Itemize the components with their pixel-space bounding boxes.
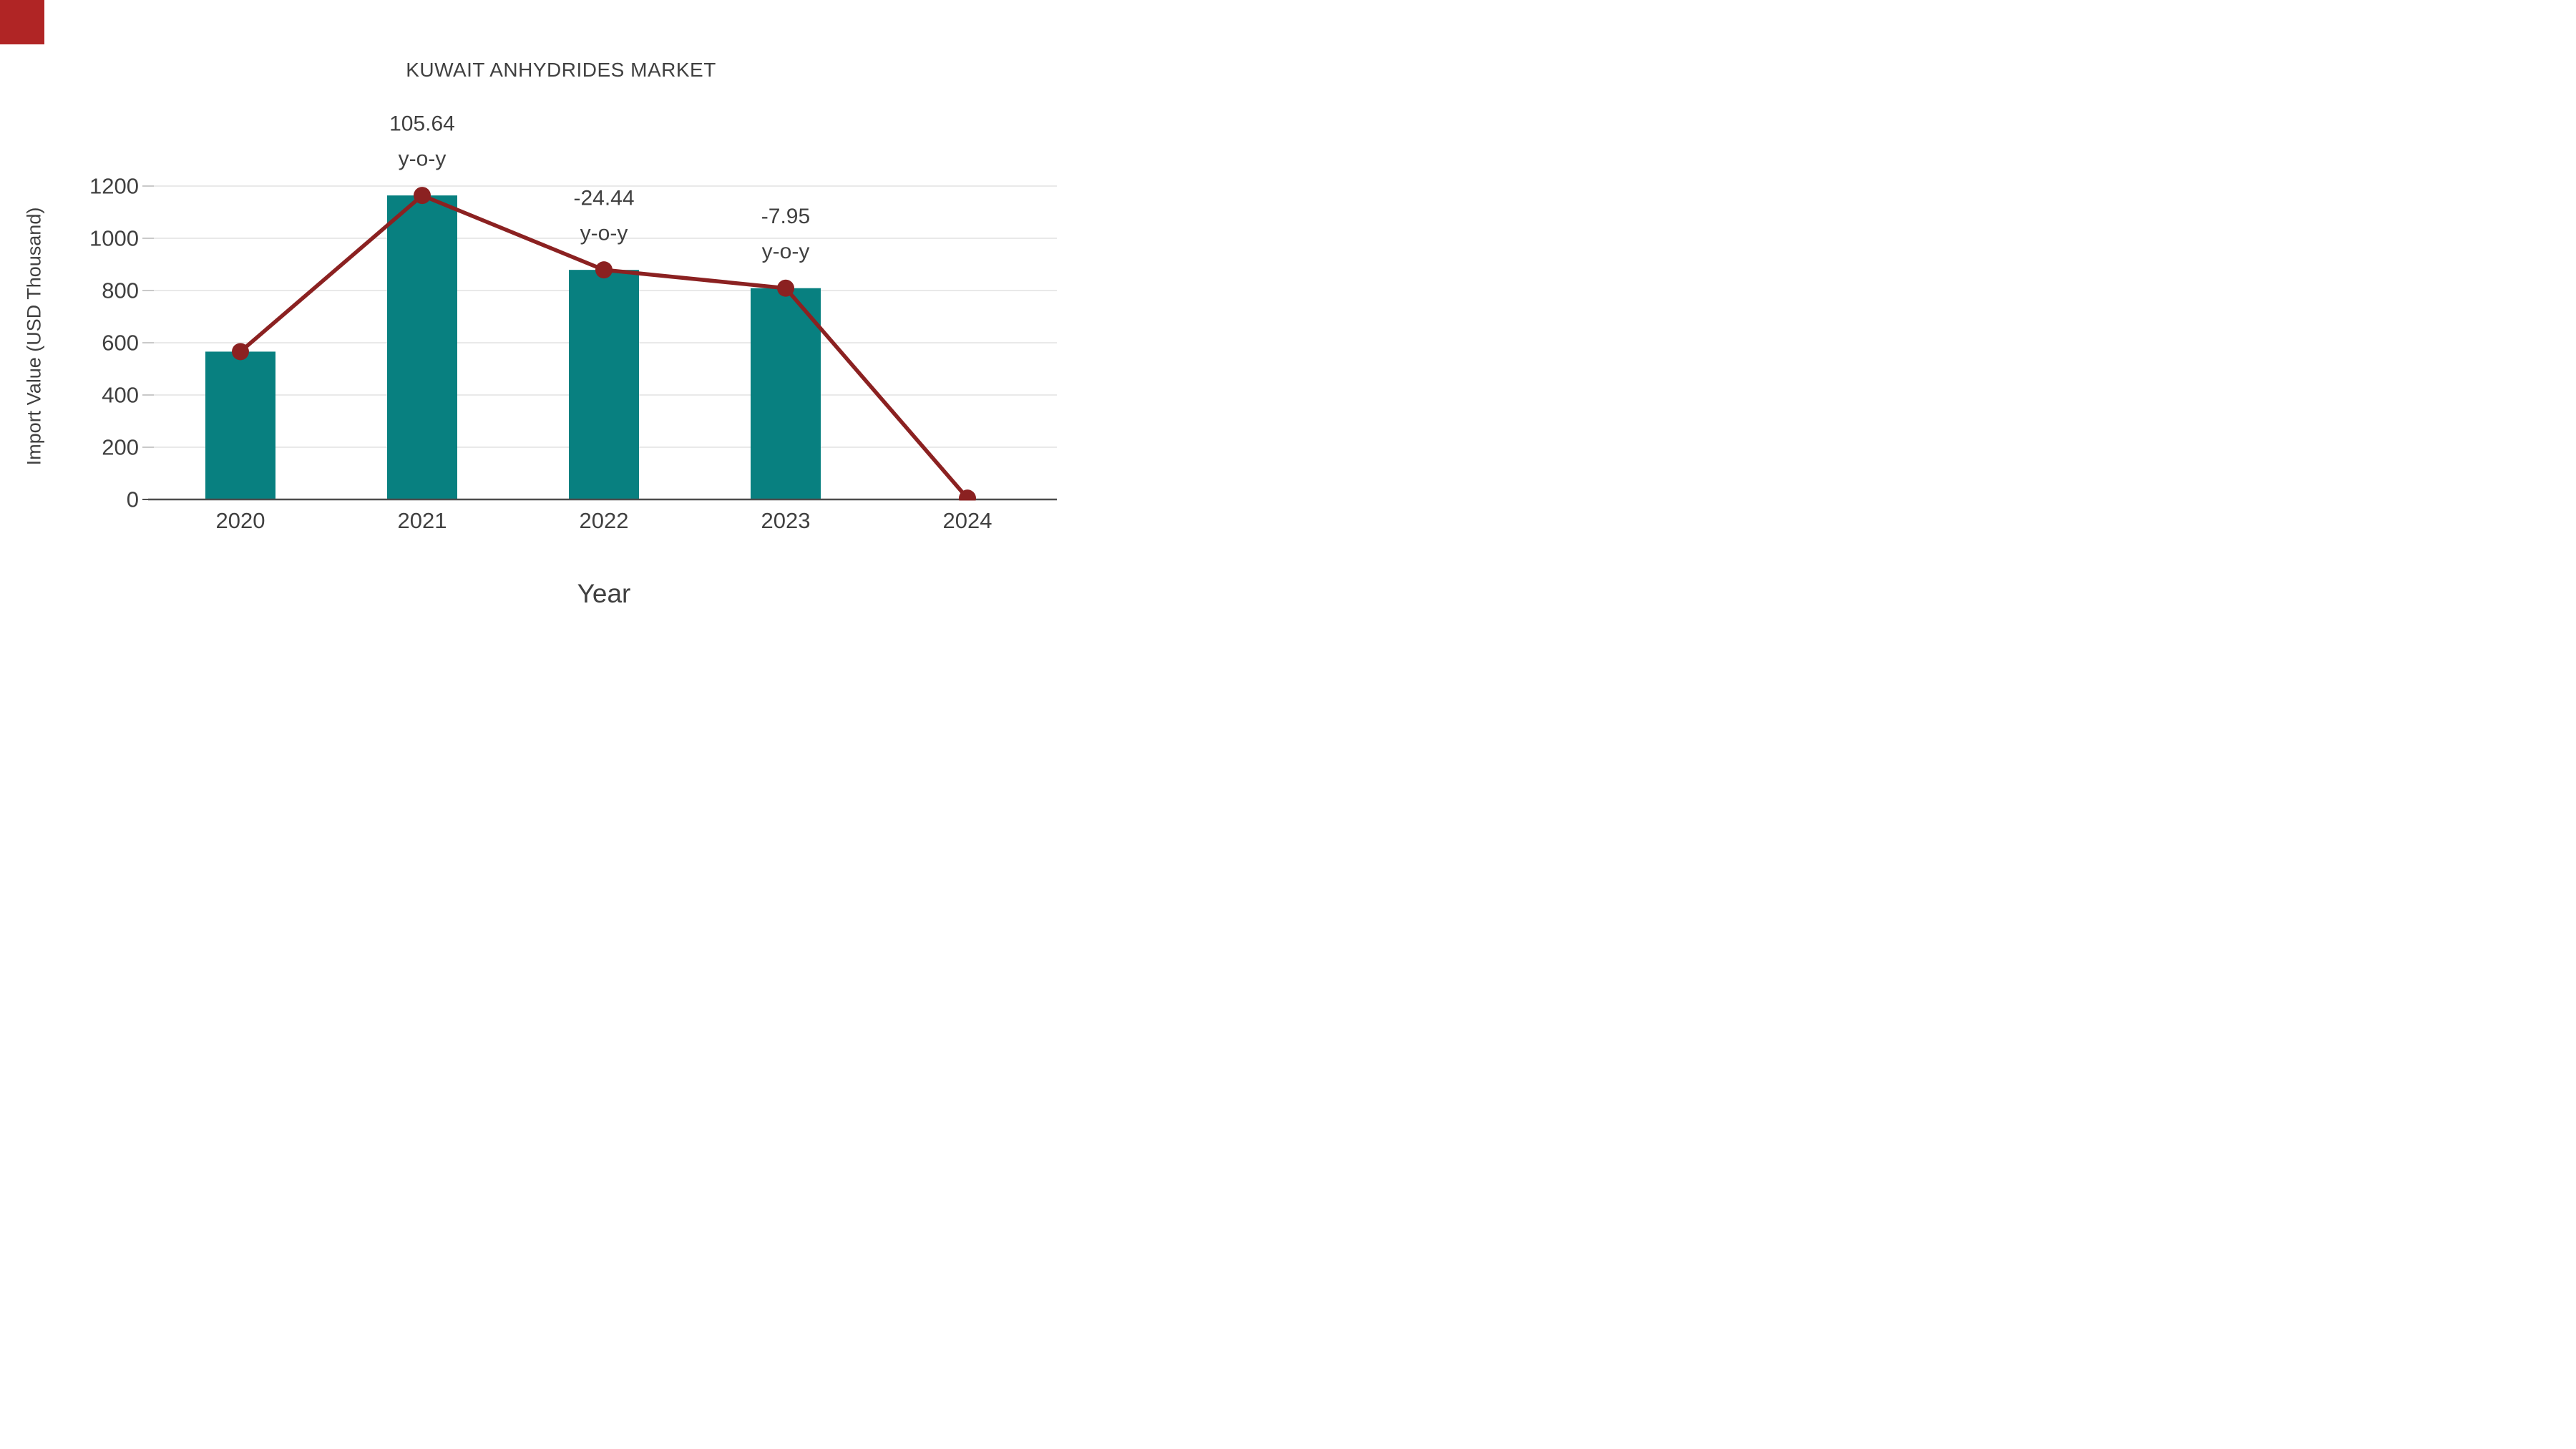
- bar-2023: [751, 288, 821, 499]
- bar-2022: [569, 270, 639, 499]
- annotation-suffix-2021: y-o-y: [399, 147, 447, 171]
- x-category-label-2020: 2020: [216, 508, 265, 533]
- plot-area: 0 200 400 600 800 1000 1200 2020 2021 2022 2023 202…: [89, 112, 1057, 533]
- y-tick-label-400: 400: [102, 383, 139, 408]
- trend-line-group: [232, 187, 976, 501]
- x-category-label-2023: 2023: [761, 508, 811, 533]
- line-marker-2021: [414, 187, 431, 205]
- x-axis-title: Year: [577, 579, 631, 608]
- bar-2020: [205, 351, 275, 499]
- line-marker-2020: [232, 343, 249, 361]
- line-marker-2023: [777, 279, 794, 297]
- annotation-value-2022: -24.44: [573, 187, 634, 210]
- y-tick-label-1000: 1000: [89, 226, 139, 251]
- chart-title: KUWAIT ANHYDRIDES MARKET: [406, 59, 716, 81]
- annotation-value-2021: 105.64: [389, 112, 455, 136]
- annotation-suffix-2022: y-o-y: [580, 222, 628, 245]
- bar-2021: [387, 195, 457, 499]
- line-marker-2024: [959, 489, 976, 501]
- y-tick-label-200: 200: [102, 435, 139, 460]
- x-category-label-2022: 2022: [580, 508, 629, 533]
- x-category-label-2024: 2024: [943, 508, 992, 533]
- x-category-label-2021: 2021: [398, 508, 447, 533]
- annotation-value-2023: -7.95: [761, 205, 810, 228]
- annotation-suffix-2023: y-o-y: [762, 240, 810, 263]
- y-tick-label-1200: 1200: [89, 174, 139, 199]
- y-tick-label-600: 600: [102, 331, 139, 356]
- y-tick-label-0: 0: [127, 487, 139, 512]
- line-marker-2022: [595, 261, 613, 279]
- y-tick-label-800: 800: [102, 278, 139, 303]
- chart-canvas: KUWAIT ANHYDRIDES MARKET Import Value (U…: [0, 0, 1122, 631]
- corner-marker: [0, 0, 44, 44]
